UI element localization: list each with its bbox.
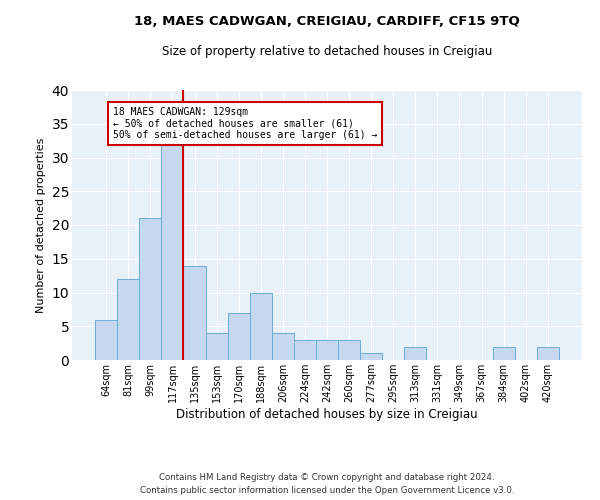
Bar (404, 346, 427, 360)
Bar (316, 340, 338, 360)
Bar (227, 313, 250, 360)
Bar (537, 346, 559, 360)
X-axis label: Distribution of detached houses by size in Creigiau: Distribution of detached houses by size … (176, 408, 478, 421)
Bar (493, 346, 515, 360)
Text: Size of property relative to detached houses in Creigiau: Size of property relative to detached ho… (162, 45, 492, 58)
Bar (250, 292, 272, 360)
Text: Contains HM Land Registry data © Crown copyright and database right 2024.
Contai: Contains HM Land Registry data © Crown c… (140, 474, 514, 495)
Y-axis label: Number of detached properties: Number of detached properties (36, 138, 46, 312)
Text: 18 MAES CADWGAN: 129sqm
← 50% of detached houses are smaller (61)
50% of semi-de: 18 MAES CADWGAN: 129sqm ← 50% of detache… (113, 107, 377, 140)
Bar (161, 137, 184, 360)
Bar (272, 333, 294, 360)
Bar (360, 353, 382, 360)
Bar (95, 320, 117, 360)
Bar (184, 266, 206, 360)
Bar (117, 279, 139, 360)
Bar (338, 340, 360, 360)
Bar (294, 340, 316, 360)
Bar (206, 333, 227, 360)
Text: 18, MAES CADWGAN, CREIGIAU, CARDIFF, CF15 9TQ: 18, MAES CADWGAN, CREIGIAU, CARDIFF, CF1… (134, 15, 520, 28)
Bar (139, 218, 161, 360)
